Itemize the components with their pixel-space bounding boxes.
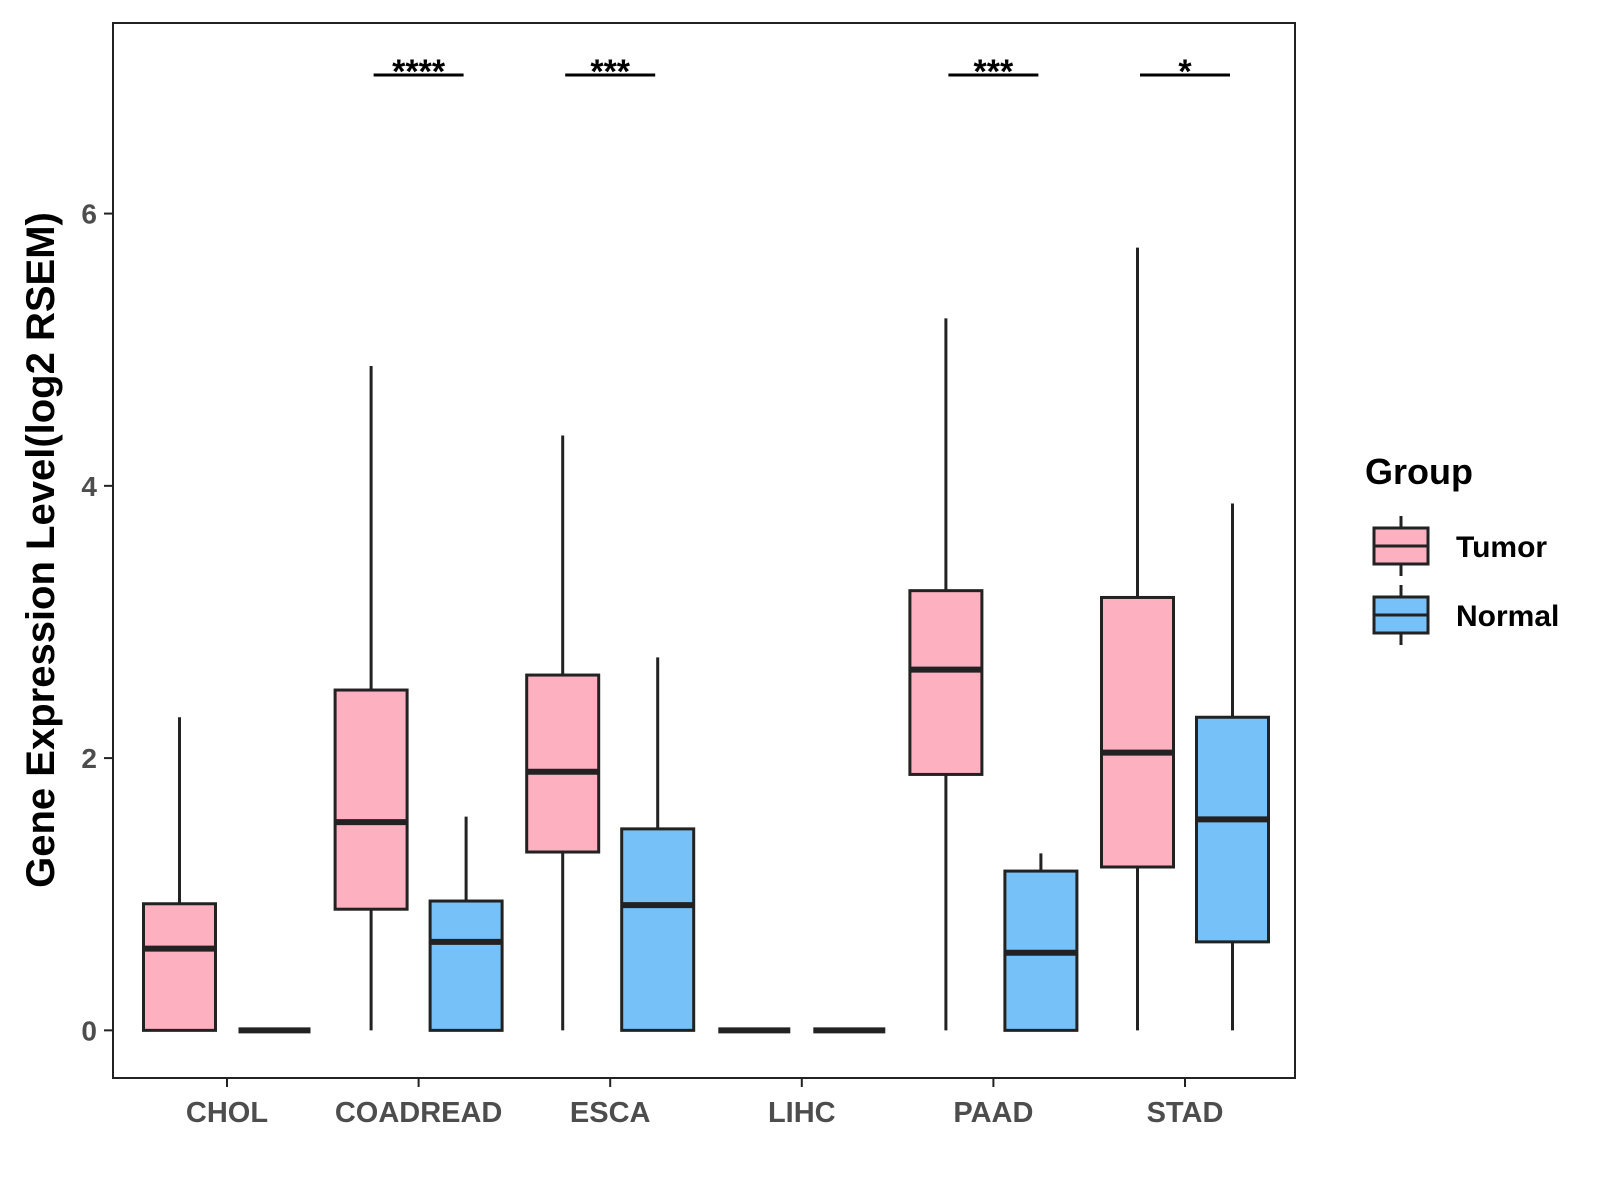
boxes-layer xyxy=(142,247,1270,1034)
legend-item-normal: Normal xyxy=(1372,585,1559,645)
box-tumor-stad xyxy=(1100,247,1175,1031)
box-normal-paad xyxy=(1003,853,1079,1032)
box-iqr xyxy=(1195,715,1270,944)
x-tick-label: STAD xyxy=(1147,1097,1224,1129)
box-normal-coadread xyxy=(428,816,504,1032)
legend-label: Normal xyxy=(1456,600,1559,633)
significance-layer: **** *** *** * xyxy=(373,53,1230,91)
x-tick-label: ESCA xyxy=(570,1097,651,1129)
y-axis: 0 2 4 6 xyxy=(81,199,113,1046)
y-axis-title: Gene Expression Level(log2 RSEM) xyxy=(19,212,63,888)
box-tumor-coadread xyxy=(333,366,409,1031)
x-tick-label: CHOL xyxy=(186,1097,268,1129)
box-iqr xyxy=(908,589,984,776)
box-normal-esca xyxy=(620,657,696,1032)
x-axis: CHOL COADREAD ESCA LIHC PAAD STAD xyxy=(186,1078,1223,1129)
x-tick-label: PAAD xyxy=(953,1097,1033,1129)
x-tick-label: LIHC xyxy=(768,1097,836,1129)
y-tick-label: 4 xyxy=(81,471,97,502)
significance-label: * xyxy=(1178,53,1192,91)
y-tick-label: 6 xyxy=(81,199,97,230)
legend-item-tumor: Tumor xyxy=(1372,516,1547,576)
box-tumor-esca xyxy=(525,435,601,1031)
box-iqr xyxy=(333,688,409,911)
significance-label: *** xyxy=(590,53,630,91)
box-iqr xyxy=(620,827,696,1032)
box-normal-stad xyxy=(1195,503,1270,1031)
plot-panel xyxy=(112,22,1296,1079)
box-iqr xyxy=(428,899,504,1032)
significance-label: **** xyxy=(392,53,446,91)
box-iqr xyxy=(142,902,217,1032)
y-tick-label: 0 xyxy=(81,1015,97,1046)
x-tick-label: COADREAD xyxy=(335,1097,503,1129)
significance-label: *** xyxy=(974,53,1014,91)
y-tick-label: 2 xyxy=(81,743,97,774)
legend-label: Tumor xyxy=(1456,531,1547,564)
box-iqr xyxy=(525,673,601,854)
box-tumor-paad xyxy=(908,318,984,1031)
box-iqr xyxy=(1100,595,1175,869)
box-tumor-chol xyxy=(142,717,217,1032)
legend: Group Tumor Normal xyxy=(1365,451,1559,645)
legend-title: Group xyxy=(1365,451,1473,492)
